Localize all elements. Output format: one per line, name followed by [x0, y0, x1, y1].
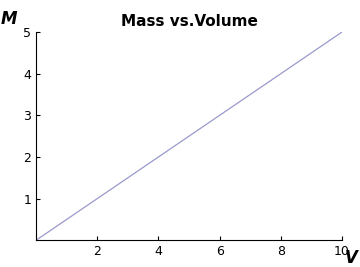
Title: Mass vs.Volume: Mass vs.Volume: [121, 14, 257, 29]
Text: M: M: [1, 10, 18, 28]
Text: V: V: [345, 249, 358, 267]
